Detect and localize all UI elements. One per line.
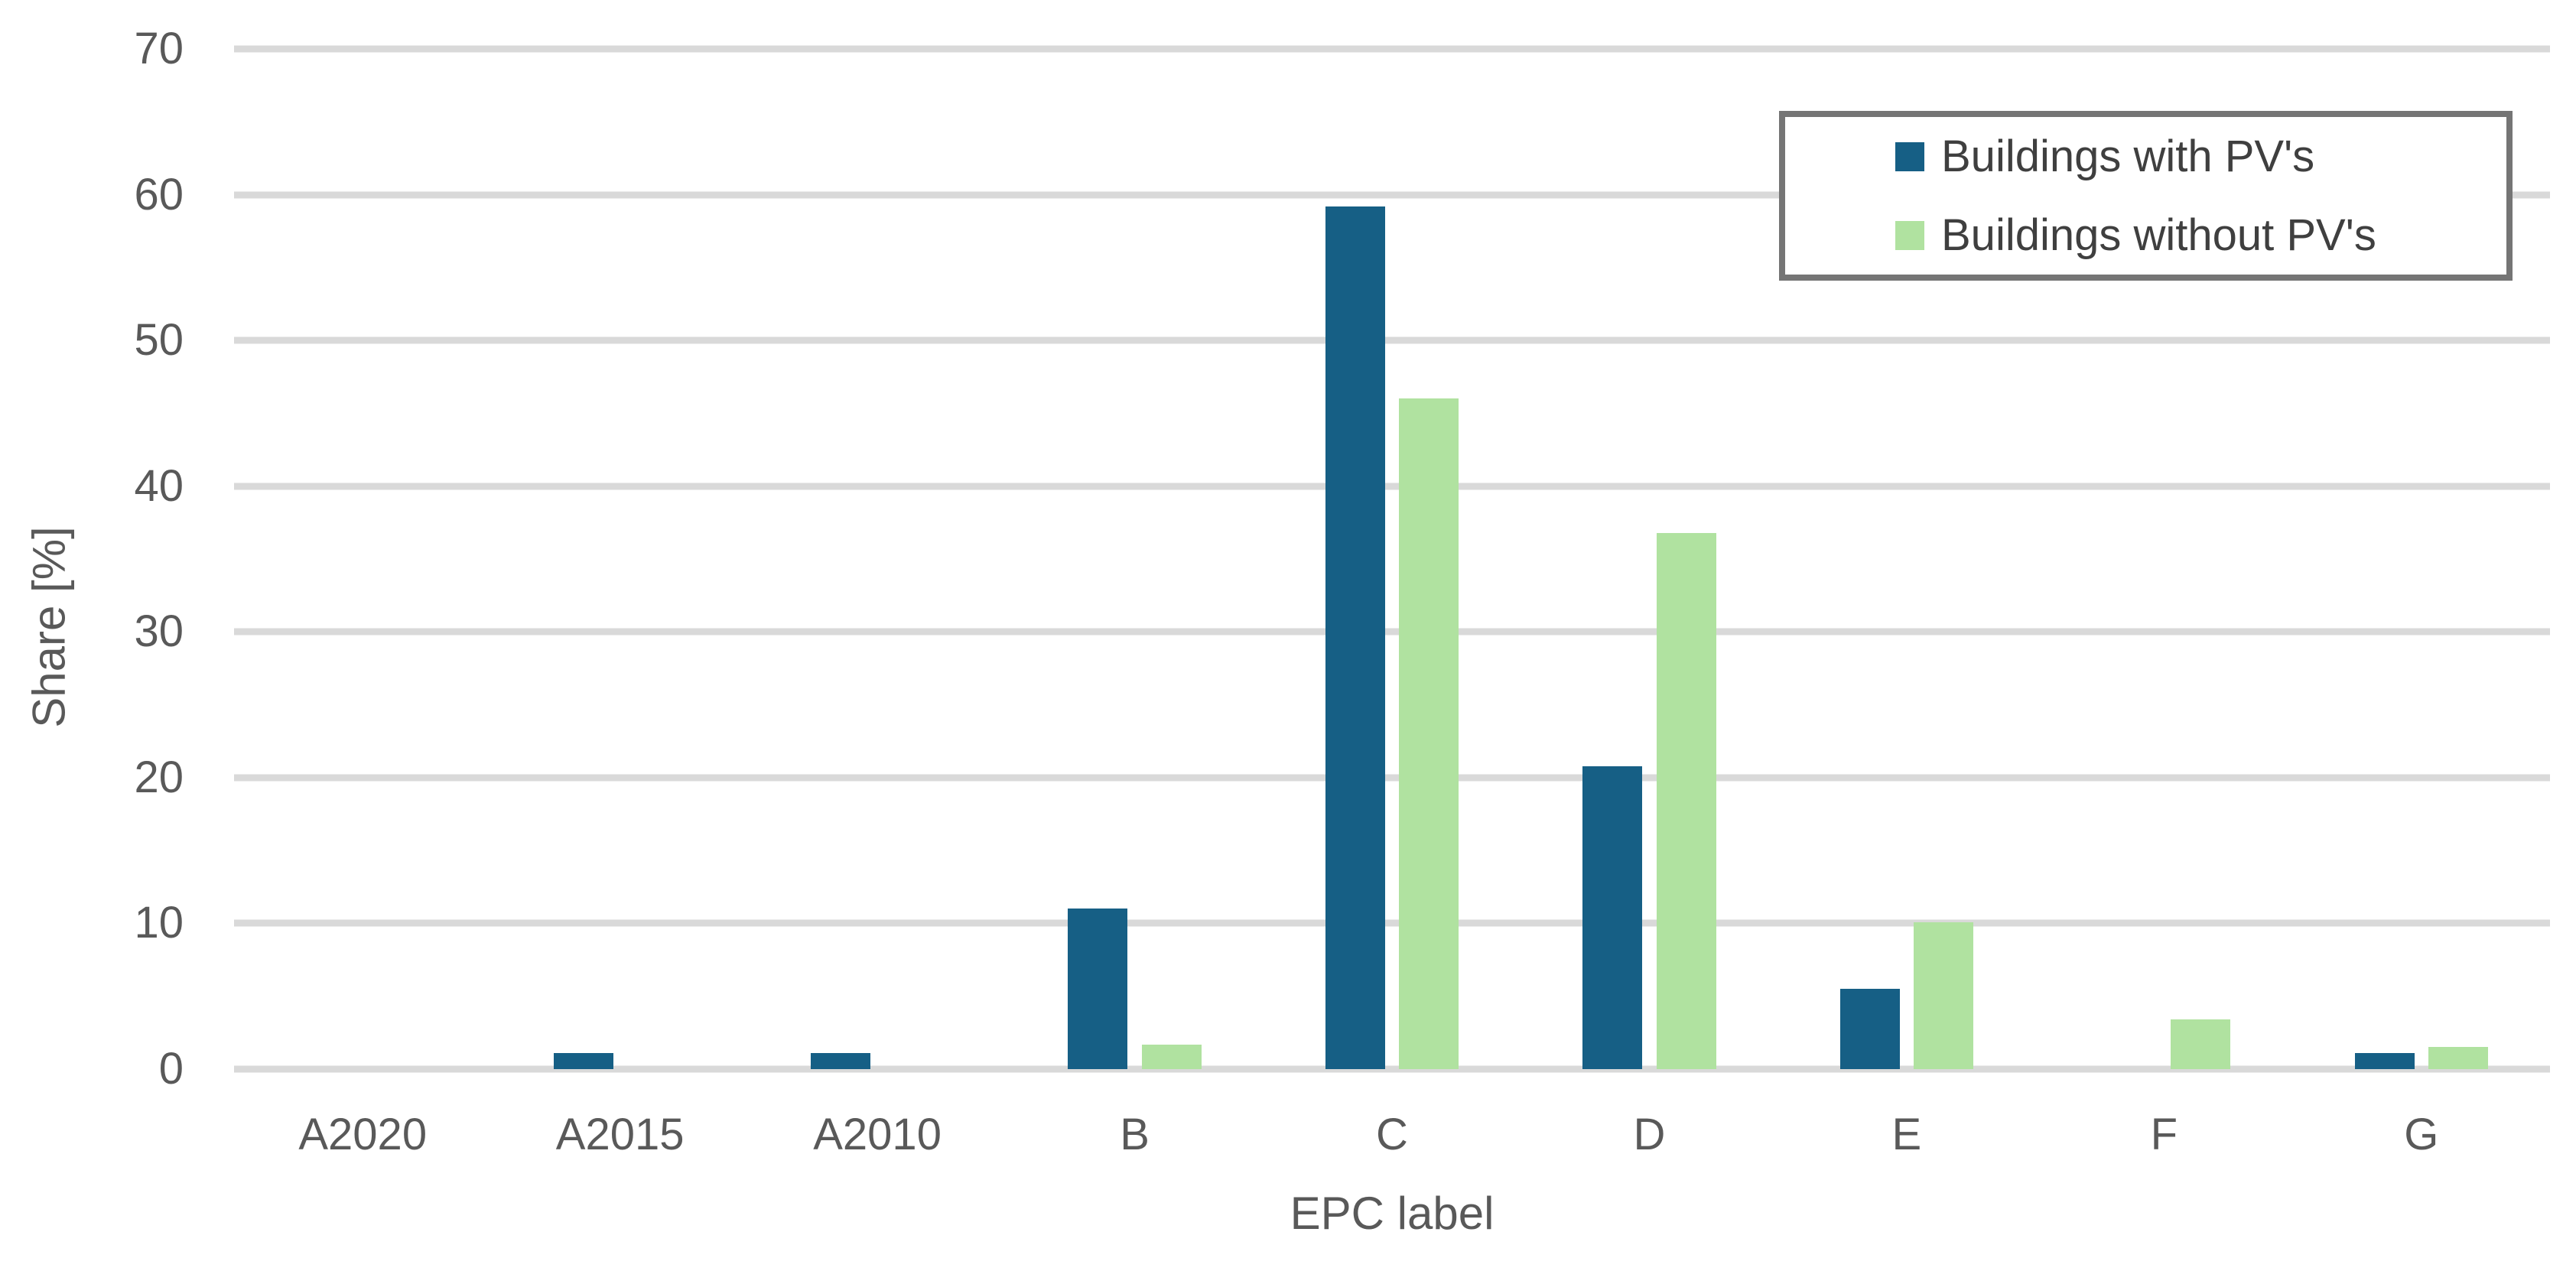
bar-group-E bbox=[1778, 49, 2035, 1069]
x-tick-label-A2010: A2010 bbox=[813, 1110, 942, 1159]
y-axis-tick-labels: 0 10 20 30 40 50 60 70 bbox=[0, 27, 184, 1091]
gridline-50 bbox=[234, 336, 2550, 344]
bar-G-series0 bbox=[2354, 1053, 2415, 1069]
legend-swatch-with-pv bbox=[1895, 141, 1924, 171]
x-tick-label-C: C bbox=[1376, 1110, 1408, 1159]
legend-label-without-pv: Buildings without PV's bbox=[1941, 210, 2376, 260]
x-axis-tick-labels: A2020 A2015 A2010 B C D E F G bbox=[234, 1108, 2550, 1162]
legend-label-with-pv: Buildings with PV's bbox=[1941, 132, 2315, 181]
gridline-70 bbox=[234, 45, 2550, 53]
y-tick-label: 20 bbox=[134, 752, 184, 802]
bar-group-A2020 bbox=[234, 49, 491, 1069]
bar-group-A2015 bbox=[491, 49, 748, 1069]
bar-group-B bbox=[1006, 49, 1263, 1069]
bar-group-F bbox=[2035, 49, 2292, 1069]
bar-E-series0 bbox=[1839, 989, 1900, 1069]
bar-group-G bbox=[2293, 49, 2550, 1069]
bar-G-series1 bbox=[2428, 1047, 2488, 1069]
legend-item-without-pv: Buildings without PV's bbox=[1785, 210, 2506, 261]
y-tick-label: 40 bbox=[134, 460, 184, 511]
y-tick-label: 30 bbox=[134, 606, 184, 657]
gridline-30 bbox=[234, 628, 2550, 636]
y-tick-label: 60 bbox=[134, 169, 184, 219]
x-tick-label-D: D bbox=[1633, 1110, 1666, 1159]
bar-group-A2010 bbox=[749, 49, 1006, 1069]
bar-A2010-series0 bbox=[810, 1053, 870, 1069]
y-tick-label: 0 bbox=[158, 1044, 184, 1094]
x-tick-label-E: E bbox=[1891, 1110, 1922, 1159]
x-axis-title: EPC label bbox=[1290, 1188, 1495, 1239]
gridline-40 bbox=[234, 483, 2550, 490]
gridline-60 bbox=[234, 191, 2550, 199]
x-tick-label-F: F bbox=[2150, 1110, 2178, 1159]
bar-A2015-series0 bbox=[553, 1053, 613, 1069]
x-tick-label-B: B bbox=[1120, 1110, 1150, 1159]
bar-C-series1 bbox=[1399, 398, 1459, 1069]
bar-group-C bbox=[1264, 49, 1521, 1069]
bar-B-series1 bbox=[1141, 1044, 1202, 1069]
x-tick-label-A2015: A2015 bbox=[555, 1110, 685, 1159]
bar-D-series0 bbox=[1582, 766, 1643, 1069]
y-tick-label: 10 bbox=[134, 898, 184, 948]
x-tick-label-G: G bbox=[2404, 1110, 2439, 1159]
legend-item-with-pv: Buildings with PV's bbox=[1785, 131, 2506, 182]
x-tick-label-A2020: A2020 bbox=[298, 1110, 428, 1159]
bar-D-series1 bbox=[1656, 532, 1716, 1069]
gridline-10 bbox=[234, 919, 2550, 927]
bar-F-series1 bbox=[2171, 1019, 2231, 1069]
gridline-20 bbox=[234, 774, 2550, 782]
gridline-0 bbox=[234, 1065, 2550, 1073]
plot-area bbox=[234, 45, 2550, 1073]
bar-E-series1 bbox=[1913, 922, 1973, 1069]
y-tick-label: 70 bbox=[134, 24, 184, 73]
bar-C-series0 bbox=[1325, 206, 1385, 1069]
legend-swatch-without-pv bbox=[1895, 220, 1924, 250]
bar-group-D bbox=[1521, 49, 1778, 1069]
bar-B-series0 bbox=[1068, 909, 1128, 1069]
legend: Buildings with PV's Buildings without PV… bbox=[1779, 111, 2513, 281]
y-tick-label: 50 bbox=[134, 315, 184, 366]
